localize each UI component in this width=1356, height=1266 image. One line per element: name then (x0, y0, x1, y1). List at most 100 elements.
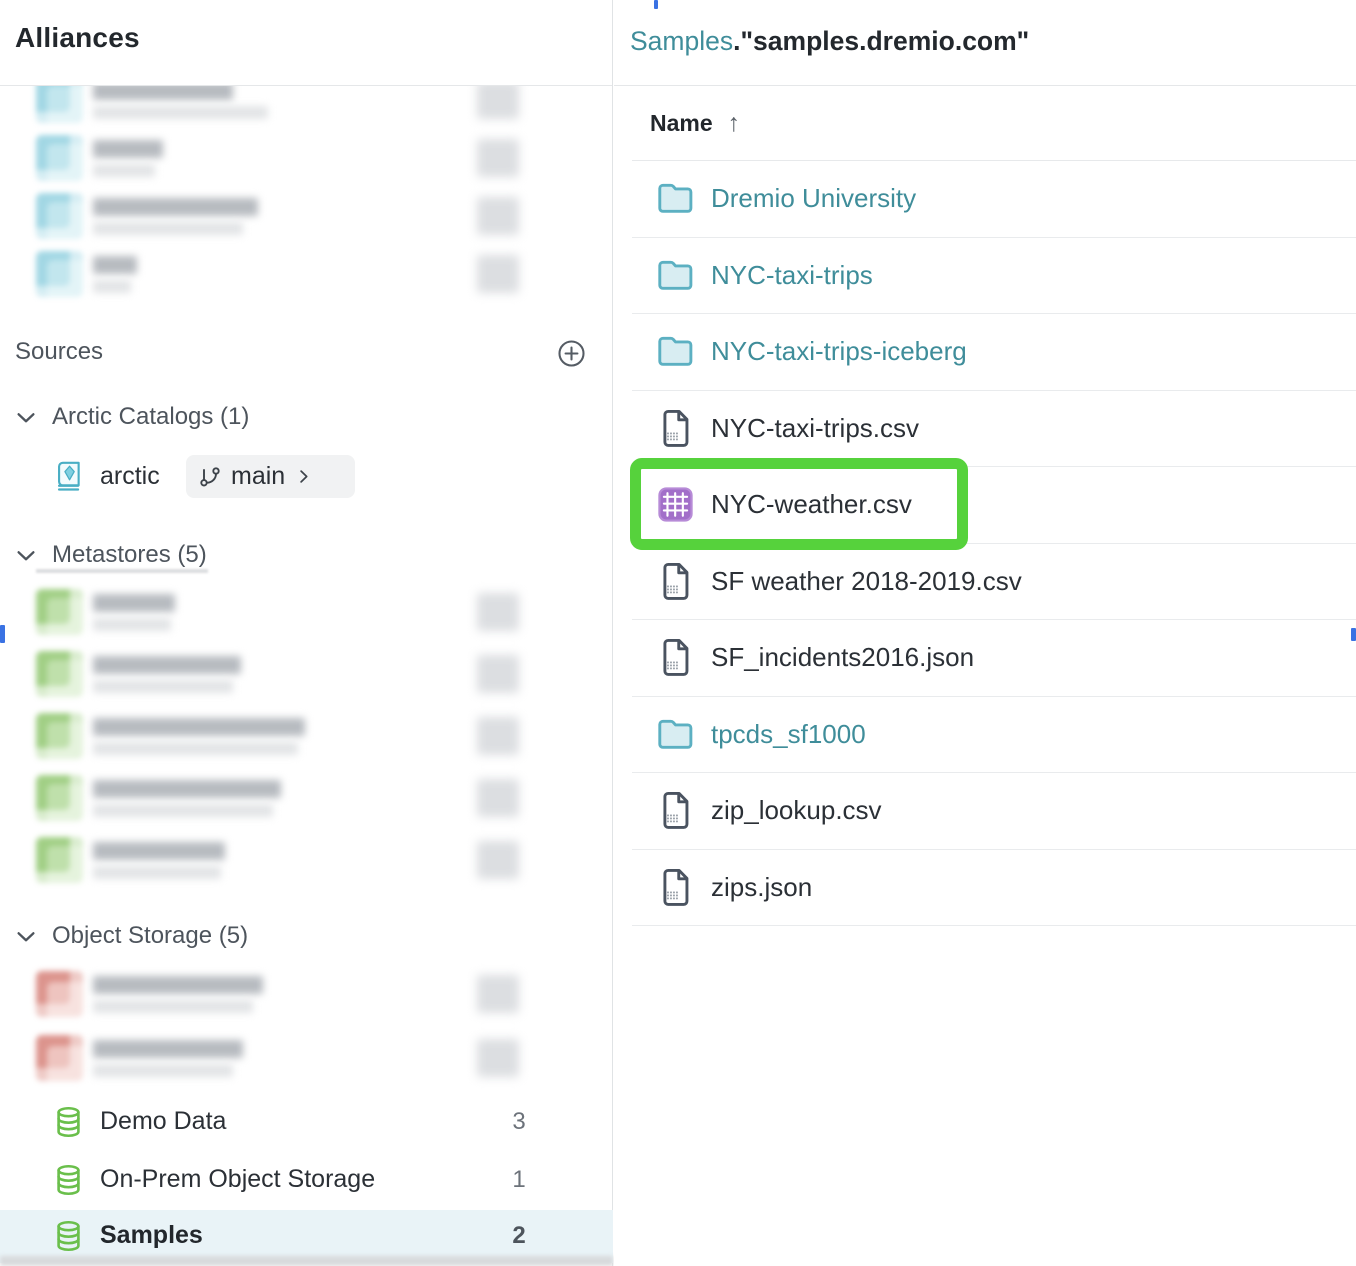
right-edge-cursor-artifact (1351, 628, 1356, 641)
redacted-text (93, 779, 281, 798)
redacted-subtext (93, 865, 221, 879)
table-row[interactable]: SF_incidents2016.json (632, 620, 1356, 697)
redacted-count (477, 139, 519, 177)
redacted-subtext (93, 741, 298, 755)
breadcrumb: Samples."samples.dremio.com" (630, 26, 1029, 57)
folder-icon (655, 178, 696, 219)
table-row[interactable]: zips.json (632, 850, 1356, 926)
row-name[interactable]: Dremio University (711, 183, 917, 214)
table-row[interactable]: NYC-weather.csv (630, 458, 1356, 550)
file-browser-panel: Samples."samples.dremio.com" Name ↑ Drem… (614, 0, 1356, 1266)
table-row[interactable]: NYC-taxi-trips-iceberg (632, 314, 1356, 391)
row-name[interactable]: zips.json (711, 871, 813, 902)
sidebar-title: Alliances (15, 22, 140, 53)
redacted-row[interactable] (36, 970, 581, 1018)
redacted-count (477, 717, 519, 755)
group-object-storage[interactable]: Object Storage (5) (52, 922, 249, 949)
redacted-row[interactable] (36, 712, 581, 760)
chevron-right-icon (294, 467, 313, 486)
file-icon (655, 408, 696, 449)
redacted-text (93, 139, 163, 158)
redacted-text (93, 975, 263, 994)
branch-selector[interactable]: main (186, 455, 355, 498)
sidebar-source-row[interactable]: Demo Data 3 (0, 1096, 613, 1148)
chevron-down-icon[interactable] (13, 543, 39, 569)
table-row[interactable]: NYC-taxi-trips (632, 238, 1356, 314)
table-row[interactable]: SF weather 2018-2019.csv (632, 544, 1356, 620)
database-icon (52, 1159, 85, 1201)
redacted-icon (36, 775, 83, 821)
redacted-row[interactable] (36, 192, 581, 240)
breadcrumb-header: Samples."samples.dremio.com" (614, 0, 1356, 86)
redacted-text (93, 841, 225, 860)
row-name[interactable]: NYC-taxi-trips-iceberg (711, 336, 967, 367)
redacted-count (477, 841, 519, 879)
row-name[interactable]: SF_incidents2016.json (711, 642, 975, 673)
chevron-down-icon[interactable] (13, 405, 39, 431)
row-name[interactable]: NYC-taxi-trips.csv (711, 412, 920, 443)
table-column-header: Name ↑ (632, 86, 1356, 161)
sort-ascending-icon[interactable]: ↑ (727, 108, 741, 137)
redacted-count (477, 1039, 519, 1077)
arctic-source-name[interactable]: arctic (100, 462, 160, 490)
source-name[interactable]: On-Prem Object Storage (100, 1165, 376, 1193)
redacted-row[interactable] (36, 134, 581, 182)
sidebar-bottom-blur (0, 1256, 613, 1266)
row-name[interactable]: NYC-taxi-trips (711, 259, 873, 290)
redacted-count (477, 255, 519, 293)
folder-icon (655, 331, 696, 372)
source-dataset-count: 3 (512, 1108, 526, 1135)
table-icon (655, 484, 696, 525)
chevron-down-icon[interactable] (13, 924, 39, 950)
redacted-count (477, 81, 519, 119)
sidebar-source-row[interactable]: On-Prem Object Storage 1 (0, 1154, 613, 1206)
redacted-row[interactable] (36, 1034, 581, 1082)
row-name[interactable]: NYC-weather.csv (711, 489, 912, 520)
group-arctic-catalogs[interactable]: Arctic Catalogs (1) (52, 403, 250, 430)
redacted-subtext (93, 1063, 233, 1077)
redacted-subtext (93, 617, 171, 631)
redacted-row[interactable] (36, 588, 581, 636)
source-dataset-count: 1 (512, 1166, 526, 1193)
redacted-subtext (93, 279, 131, 293)
redacted-text (93, 1039, 243, 1058)
arctic-catalog-icon (52, 456, 86, 498)
redacted-row[interactable] (36, 250, 581, 298)
redacted-count (477, 197, 519, 235)
redacted-count (477, 655, 519, 693)
redacted-text (93, 255, 137, 274)
group-metastores[interactable]: Metastores (5) (52, 541, 207, 568)
table-row[interactable]: tpcds_sf1000 (632, 697, 1356, 773)
table-row[interactable]: Dremio University (632, 161, 1356, 238)
source-name[interactable]: Samples (100, 1221, 203, 1249)
redacted-text (93, 197, 258, 216)
file-icon (655, 867, 696, 908)
table-row[interactable]: NYC-taxi-trips.csv (632, 391, 1356, 467)
row-name[interactable]: tpcds_sf1000 (711, 718, 866, 749)
plus-circle-icon (556, 338, 587, 369)
redacted-icon (36, 837, 83, 883)
sidebar: Alliances Sources Arctic Catalogs (1) ar… (0, 0, 613, 1266)
redacted-icon (36, 651, 83, 697)
file-icon (655, 637, 696, 678)
source-name[interactable]: Demo Data (100, 1107, 227, 1135)
redacted-text (93, 81, 233, 100)
add-source-button[interactable] (555, 338, 587, 370)
redacted-count (477, 779, 519, 817)
table-row[interactable]: zip_lookup.csv (632, 773, 1356, 850)
metastores-underline (36, 569, 208, 573)
redacted-row[interactable] (36, 836, 581, 884)
redacted-subtext (93, 163, 155, 177)
redacted-subtext (93, 105, 268, 119)
redacted-text (93, 655, 241, 674)
breadcrumb-source-link[interactable]: Samples (630, 26, 734, 56)
name-column-label: Name (650, 109, 713, 136)
folder-icon (655, 714, 696, 755)
row-name[interactable]: zip_lookup.csv (711, 795, 882, 826)
sidebar-source-row[interactable]: Samples 2 (0, 1210, 613, 1263)
row-name[interactable]: SF weather 2018-2019.csv (711, 565, 1022, 596)
redacted-row[interactable] (36, 650, 581, 698)
redacted-row[interactable] (36, 774, 581, 822)
breadcrumb-separator: . (733, 26, 741, 56)
file-table: Name ↑ Dremio University NYC-taxi-trips … (630, 86, 1356, 926)
